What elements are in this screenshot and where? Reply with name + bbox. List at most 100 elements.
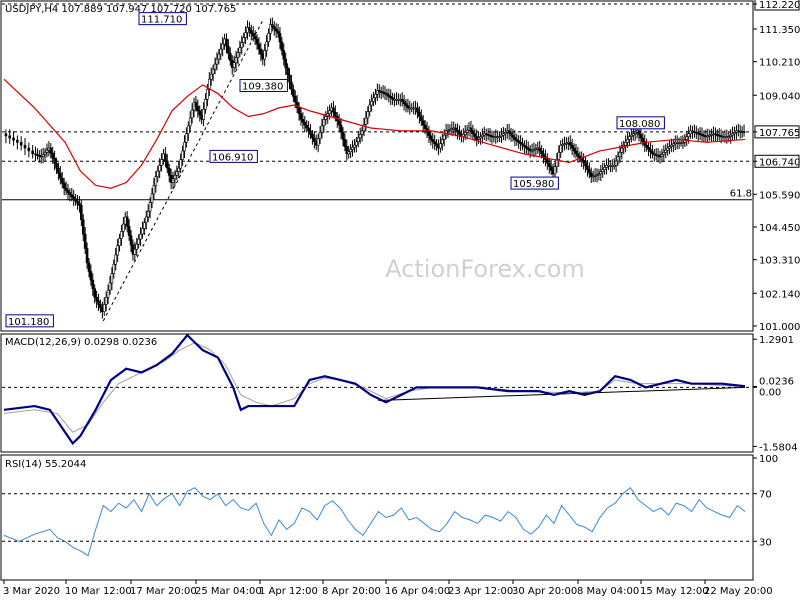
candle-body [154,176,158,186]
candle-body [211,68,215,75]
candle-body [540,150,543,155]
candle-body [183,142,186,152]
price-axis-label: 104.450 [759,223,800,234]
candle-body [141,228,144,235]
candle-body [186,125,190,135]
macd-axis-label: -1.5804 [759,442,798,453]
candle-body [337,120,341,126]
candle-body [620,147,624,153]
candle-body [589,172,593,178]
candle-body [215,58,219,65]
candle-body [313,137,316,142]
candle-body [582,159,585,163]
candle-body [80,205,83,221]
candle-body [129,235,133,246]
candle-body [292,88,295,97]
candle-body [51,152,54,159]
candle-body [385,93,389,96]
candle-body [175,171,179,176]
candle-body [288,74,291,83]
candle-body [219,48,223,55]
candle-body [209,73,213,80]
candle-body [349,149,352,152]
candle-body [742,131,746,133]
candle-body [137,238,140,245]
candle-body [731,133,734,136]
candle-body [639,134,643,139]
candle-body [343,139,347,147]
candle-body [106,289,110,298]
macd-axis-label: 0.00 [759,387,781,398]
candle-body [110,273,114,284]
rsi-axis-label: 30 [759,537,772,548]
candle-body [16,139,19,143]
candle-body [547,162,551,168]
candle-body [257,43,261,50]
candle-body [23,144,27,149]
candle-body [322,119,326,127]
candle-body [387,94,391,97]
candle-body [618,152,622,157]
macd-title: MACD(12,26,9) 0.0298 0.0236 [5,337,157,348]
moving-average-line [3,78,746,189]
candle-body [229,53,232,61]
candle-body [368,104,372,112]
annotation-label: 105.980 [513,179,554,190]
candle-body [8,135,12,139]
candle-body [57,167,60,174]
time-axis-label: 8 May 04:00 [577,586,639,597]
candle-body [150,193,154,203]
candle-body [364,117,368,125]
candle-body [517,140,520,143]
watermark: ActionForex.com [385,255,585,283]
candle-body [599,171,603,175]
candle-body [440,139,444,145]
candle-body [118,238,121,246]
candle-body [660,154,664,157]
time-axis-label: 17 Mar 20:00 [130,586,197,597]
candle-body [250,30,253,34]
candle-body [370,101,373,106]
candle-body [612,164,616,167]
candle-body [456,129,459,133]
annotation-box [510,176,559,190]
candle-body [62,182,66,189]
candle-body [362,124,366,132]
candle-body [504,131,507,135]
candle-body [538,147,541,152]
price-axis-label: 103.310 [759,256,800,267]
candle-body [295,101,299,109]
fib-label: 61.8 [730,189,752,200]
price-axis-label: 105.590 [759,190,800,201]
candle-body [217,53,221,60]
candle-body [64,187,68,191]
candle-body [584,162,587,167]
candle-body [253,35,257,40]
candle-body [687,133,690,137]
candle-body [641,137,645,142]
candle-body [68,192,72,196]
candle-body [672,143,675,146]
candle-body [328,110,331,114]
candle-body [353,144,356,148]
candle-body [643,141,647,146]
candle-body [198,110,202,116]
annotation-label: 106.910 [212,152,253,163]
candle-body [12,137,15,141]
candle-body [572,147,576,152]
candle-body [116,245,119,256]
candle-body [614,160,618,166]
candle-body [666,147,669,151]
candle-body [500,134,503,137]
candle-body [202,109,205,120]
time-axis-label: 15 May 12:00 [640,586,709,597]
candle-body [427,131,431,137]
candle-body [435,143,438,147]
candle-body [135,243,139,250]
candle-body [586,165,589,170]
candle-body [345,146,349,155]
candle-body [267,32,270,43]
candle-body [255,38,259,45]
candle-body [628,136,631,140]
candle-body [633,131,637,135]
